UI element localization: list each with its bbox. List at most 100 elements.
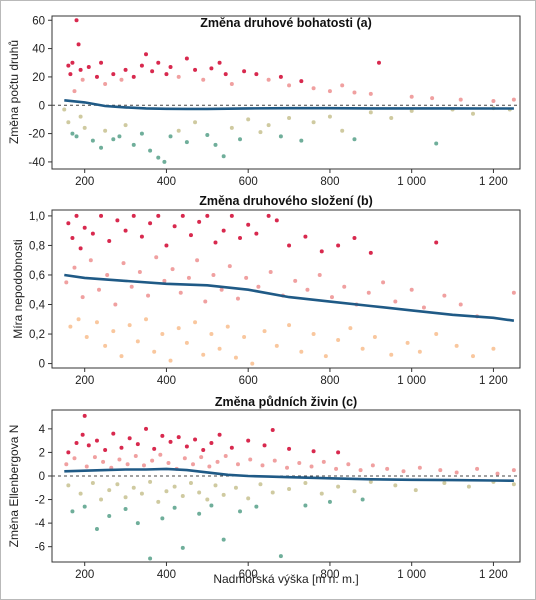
panel-b-data-point	[137, 270, 142, 275]
panel-c-data-point	[417, 465, 422, 470]
panel-a-data-point	[205, 133, 210, 137]
panel-b-data-point	[148, 221, 153, 226]
panel-c-data-point	[285, 465, 290, 470]
panel-b-data-point	[305, 287, 310, 292]
panel-c-data-point	[352, 489, 357, 494]
panel-a-data-point	[229, 82, 234, 86]
panel-a-data-point	[368, 110, 373, 115]
panel-b-data-point	[311, 332, 316, 337]
panel-b-data-point	[470, 354, 475, 359]
panel-a-x-tick-label: 600	[239, 176, 258, 188]
panel-a-data-point	[287, 83, 292, 88]
panel-c-data-point	[358, 468, 363, 473]
panel-b-data-point	[342, 284, 347, 289]
panel-c-data-point	[135, 521, 140, 526]
panel-c-data-point	[172, 484, 177, 489]
panel-a-data-point	[68, 72, 73, 77]
panel-a-data-point	[278, 74, 283, 79]
panel-c-data-point	[401, 469, 406, 474]
panel-a-ylabel: Změna počtu druhů	[7, 40, 21, 144]
panel-b-data-point	[381, 280, 386, 285]
panel-c-data-point	[215, 459, 220, 464]
panel-a-data-point	[266, 77, 271, 82]
panel-a-data-point	[368, 91, 373, 96]
panel-b-ticks: 200 400 600 800 1 000 1 200 0 0,2 0,4 0,6 0,8 1,0	[29, 211, 508, 387]
panel-b-data-point	[454, 343, 459, 348]
panel-a-data-point	[78, 114, 83, 119]
panel-a-data-point	[327, 89, 332, 94]
panel-a-data-point	[511, 97, 516, 102]
panel-a-data-point	[352, 90, 357, 95]
panel-b-data-point	[164, 243, 169, 248]
panel-b-data-point	[72, 265, 77, 270]
panel-c-data-point	[188, 481, 193, 486]
panel-c-x-tick-label: 400	[157, 569, 176, 581]
panel-c-data-point	[207, 464, 212, 469]
panel-a-data-point	[193, 120, 198, 125]
panel-a-data-point	[409, 94, 414, 99]
panel-a-data-point	[229, 125, 234, 130]
panel-c-data-point	[221, 492, 226, 497]
panel-a-title: Změna druhové bohatosti (a)	[200, 16, 372, 30]
panel-c-data-point	[103, 448, 108, 453]
panel-b-data-point	[409, 287, 414, 292]
panel-a-data-point	[258, 130, 263, 135]
panel-a-data-point	[117, 134, 122, 139]
panel-b-data-point	[244, 275, 249, 280]
panel-b-data-point	[113, 302, 118, 307]
panel-b-data-point	[366, 290, 371, 295]
panel-c-data-point	[199, 455, 204, 460]
panel-a-data-point	[156, 60, 161, 65]
panel-a-data-point	[184, 140, 189, 145]
panel-b-data-point	[115, 218, 120, 223]
panel-c-title: Změna půdních živin (c)	[215, 395, 357, 409]
panel-a-data-point	[266, 123, 271, 128]
panel-c-data-point	[66, 450, 71, 455]
panel-c-data-point	[66, 483, 71, 488]
panel-c-data-point	[64, 462, 69, 467]
panel-c-data-point	[229, 445, 234, 450]
panel-b-data-point	[213, 240, 218, 245]
panel-b-data-point	[168, 358, 173, 363]
panel-c-y-tick-label: 0	[39, 471, 45, 483]
panel-c-data-point	[287, 486, 292, 491]
panel-a-data-point	[139, 63, 144, 68]
panel-c-data-point	[160, 433, 165, 438]
panel-c-data-point	[119, 445, 124, 450]
panel-a-data-point	[99, 145, 104, 150]
panel-c-data-point	[321, 459, 326, 464]
panel-c: Změna půdních živin (c) Změna Ellenbergo…	[7, 395, 521, 581]
panel-c-data-point	[80, 432, 85, 437]
panel-b-data-point	[80, 295, 85, 300]
panel-b-data-point	[348, 326, 353, 331]
panel-a-y-tick-label: 0	[39, 100, 45, 112]
panel-c-y-tick-label: -2	[35, 495, 45, 507]
panel-c-data-point	[466, 484, 471, 489]
panel-a-data-point	[221, 154, 226, 159]
panel-b-data-point	[458, 302, 463, 307]
panel-a-data-point	[491, 99, 496, 103]
panel-b-data-point	[144, 317, 149, 322]
panel-b-data-point	[360, 346, 365, 351]
panel-c-data-point	[303, 481, 308, 486]
panel-b-data-point	[246, 222, 251, 227]
panel-a-data-point	[111, 137, 116, 142]
panel-b-data-point	[319, 249, 324, 254]
panel-c-data-point	[235, 462, 240, 467]
panel-a-data-point	[103, 128, 108, 133]
panel-c-data-point	[111, 431, 116, 436]
panel-c-trend-line	[64, 467, 514, 482]
panel-b-data-point	[74, 213, 79, 218]
panel-c-data-point	[495, 471, 500, 476]
panel-a-data-point	[213, 142, 218, 147]
panel-a-data-point	[168, 65, 173, 69]
panel-c-data-point	[70, 509, 75, 514]
panel-b-data-point	[336, 243, 341, 248]
panel-c-data-point	[191, 462, 196, 467]
panel-a-y-tick-label: 40	[32, 44, 45, 56]
panel-c-data-point	[144, 426, 149, 431]
panel-c-data-point	[94, 438, 99, 443]
panel-c-data-point	[246, 496, 251, 501]
panel-c-y-tick-label: -4	[35, 518, 46, 530]
panel-a-data-point	[311, 120, 316, 125]
